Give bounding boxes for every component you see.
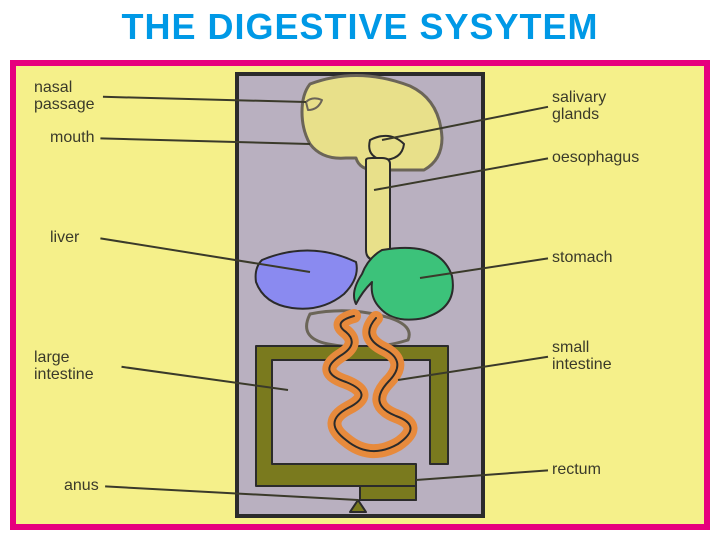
label-large: large intestine <box>34 350 94 384</box>
label-mouth: mouth <box>50 130 94 147</box>
label-stomach: stomach <box>552 250 612 267</box>
slide-title: THE DIGESTIVE SYSYTEM <box>0 0 720 52</box>
slide: THE DIGESTIVE SYSYTEM nasal passage mouth… <box>0 0 720 540</box>
diagram-figure: nasal passage mouth liver large intestine an… <box>10 60 710 530</box>
organ-rectum <box>360 486 416 500</box>
leader-nasal <box>103 97 306 102</box>
organ-anus <box>350 500 366 512</box>
label-oesoph: oesophagus <box>552 150 639 167</box>
label-salivary: salivary glands <box>552 90 606 124</box>
organ-liver <box>256 250 357 308</box>
head-outline <box>302 75 442 170</box>
label-liver: liver <box>50 230 79 247</box>
leader-anus <box>105 486 358 500</box>
label-rectum: rectum <box>552 462 601 479</box>
leader-mouth <box>100 138 310 144</box>
organ-oesophagus <box>366 158 390 260</box>
label-small: small intestine <box>552 340 612 374</box>
organs-svg <box>10 60 710 530</box>
label-anus: anus <box>64 478 99 495</box>
label-nasal: nasal passage <box>34 80 95 114</box>
organ-large-intestine <box>256 346 448 500</box>
leader-rectum <box>416 470 548 480</box>
